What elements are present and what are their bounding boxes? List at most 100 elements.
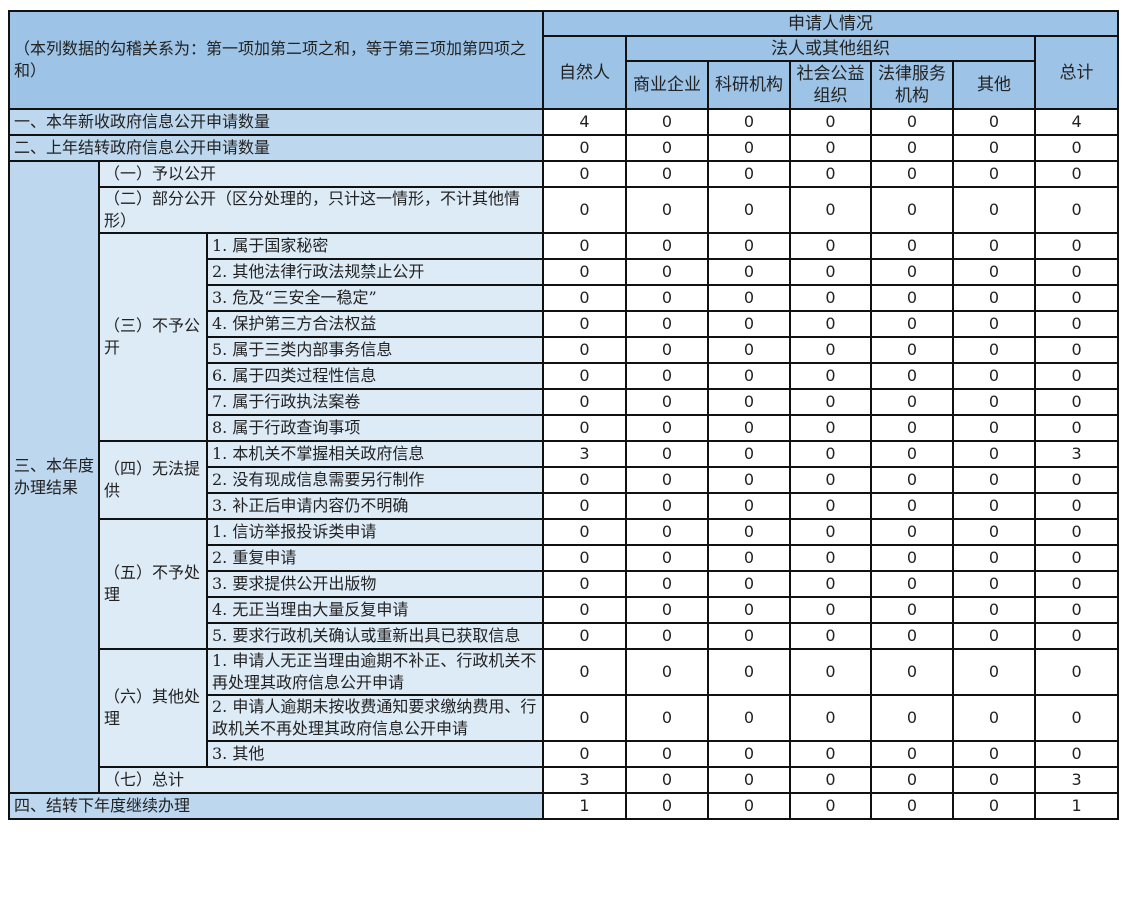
value-cell: 0 [625,648,709,696]
value-cell: 0 [952,160,1036,188]
value-cell: 0 [870,232,954,260]
value-cell: 0 [952,766,1036,794]
value-cell: 0 [789,740,872,768]
header-applicant: 申请人情况 [541,10,1120,37]
value-cell: 0 [1033,336,1120,364]
item-label: 8. 属于行政查询事项 [206,414,544,442]
value-cell: 3 [1033,440,1120,468]
header-total: 总计 [1033,35,1120,110]
value-cell: 0 [625,440,709,468]
value-cell: 0 [952,792,1036,820]
section-label: 三、本年度办理结果 [8,160,100,794]
value-cell: 0 [707,388,791,416]
table-row: 5. 属于三类内部事务信息 0 0 0 0 0 0 0 [9,336,1120,364]
value-cell: 0 [870,648,954,696]
value-cell: 0 [952,466,1036,494]
value-cell: 0 [542,160,627,188]
value-cell: 0 [625,336,709,364]
value-cell: 0 [707,766,791,794]
value-cell: 0 [952,596,1036,624]
value-cell: 0 [1033,622,1120,650]
item-label: 1. 本机关不掌握相关政府信息 [206,440,544,468]
value-cell: 0 [1033,544,1120,572]
value-cell: 0 [952,186,1036,234]
item-label: 2. 没有现成信息需要另行制作 [206,466,544,494]
value-cell: 0 [952,362,1036,390]
value-cell: 0 [952,440,1036,468]
value-cell: 0 [707,440,791,468]
header-legal-org: 法人或其他组织 [625,35,1036,62]
value-cell: 0 [707,108,791,136]
table-row: （四）无法提供 1. 本机关不掌握相关政府信息 3 0 0 0 0 0 3 [9,440,1120,520]
subgroup-label: （三）不予公开 [98,232,208,442]
item-label: 6. 属于四类过程性信息 [206,362,544,390]
subgroup-label: （一）予以公开 [98,160,544,188]
value-cell: 0 [1033,258,1120,286]
value-cell: 0 [789,258,872,286]
value-cell: 0 [625,544,709,572]
value-cell: 0 [707,792,791,820]
value-cell: 3 [542,440,627,468]
value-cell: 0 [870,362,954,390]
value-cell: 0 [542,544,627,572]
table-row: 3. 其他 0 0 0 0 0 0 0 [9,740,1120,768]
value-cell: 0 [870,414,954,442]
value-cell: 0 [952,694,1036,742]
value-cell: 0 [707,518,791,546]
value-cell: 0 [625,388,709,416]
item-label: 5. 要求行政机关确认或重新出具已获取信息 [206,622,544,650]
value-cell: 0 [789,648,872,696]
item-label: 3. 要求提供公开出版物 [206,570,544,598]
table-row: （五）不予处理 1. 信访举报投诉类申请 0 0 0 0 0 0 0 [9,518,1120,650]
value-cell: 0 [707,258,791,286]
value-cell: 0 [707,648,791,696]
value-cell: 0 [789,440,872,468]
value-cell: 0 [789,414,872,442]
value-cell: 0 [542,694,627,742]
value-cell: 0 [542,414,627,442]
value-cell: 0 [789,160,872,188]
table-body: 一、本年新收政府信息公开申请数量 4 0 0 0 0 0 4 二、上年结转政府信息公开申请数量 0… [8,108,1120,820]
item-label: 1. 信访举报投诉类申请 [206,518,544,546]
value-cell: 0 [625,766,709,794]
item-label: 1. 申请人无正当理由逾期不补正、行政机关不再处理其政府信息公开申请 [206,648,544,696]
value-cell: 0 [870,108,954,136]
value-cell: 0 [789,388,872,416]
value-cell: 0 [542,310,627,338]
table-row: 7. 属于行政执法案卷 0 0 0 0 0 0 0 [9,388,1120,416]
value-cell: 0 [789,622,872,650]
value-cell: 0 [625,108,709,136]
value-cell: 0 [789,336,872,364]
table-row: （二）部分公开（区分处理的，只计这一情形，不计其他情形） 0 0 0 0 0 0 0 [9,186,1120,234]
value-cell: 0 [625,160,709,188]
table-row: （七）总计 3 0 0 0 0 0 3 [9,766,1120,794]
item-label: 2. 其他法律行政法规禁止公开 [206,258,544,286]
value-cell: 0 [542,570,627,598]
value-cell: 0 [542,518,627,546]
table-row: 2. 没有现成信息需要另行制作 0 0 0 0 0 0 0 [9,466,1120,494]
value-cell: 0 [1033,232,1120,260]
table-row: 6. 属于四类过程性信息 0 0 0 0 0 0 0 [9,362,1120,390]
value-cell: 0 [870,310,954,338]
value-cell: 0 [625,622,709,650]
value-cell: 0 [789,232,872,260]
table-row: 2. 其他法律行政法规禁止公开 0 0 0 0 0 0 0 [9,258,1120,286]
item-label: 2. 重复申请 [206,544,544,572]
subgroup-label: （六）其他处理 [98,648,208,768]
value-cell: 0 [542,284,627,312]
value-cell: 0 [707,492,791,520]
value-cell: 0 [870,792,954,820]
value-cell: 0 [789,792,872,820]
value-cell: 0 [870,134,954,162]
value-cell: 1 [542,792,627,820]
header-org-col: 法律服务机构 [870,60,954,110]
value-cell: 0 [952,108,1036,136]
table-row: 四、结转下年度继续办理 1 0 0 0 0 0 1 [8,792,1120,820]
value-cell: 0 [952,258,1036,286]
value-cell: 0 [707,596,791,624]
value-cell: 0 [707,232,791,260]
value-cell: 0 [542,258,627,286]
value-cell: 0 [707,414,791,442]
value-cell: 0 [625,134,709,162]
table-row: （六）其他处理 1. 申请人无正当理由逾期不补正、行政机关不再处理其政府信息公开申… [9,648,1120,768]
